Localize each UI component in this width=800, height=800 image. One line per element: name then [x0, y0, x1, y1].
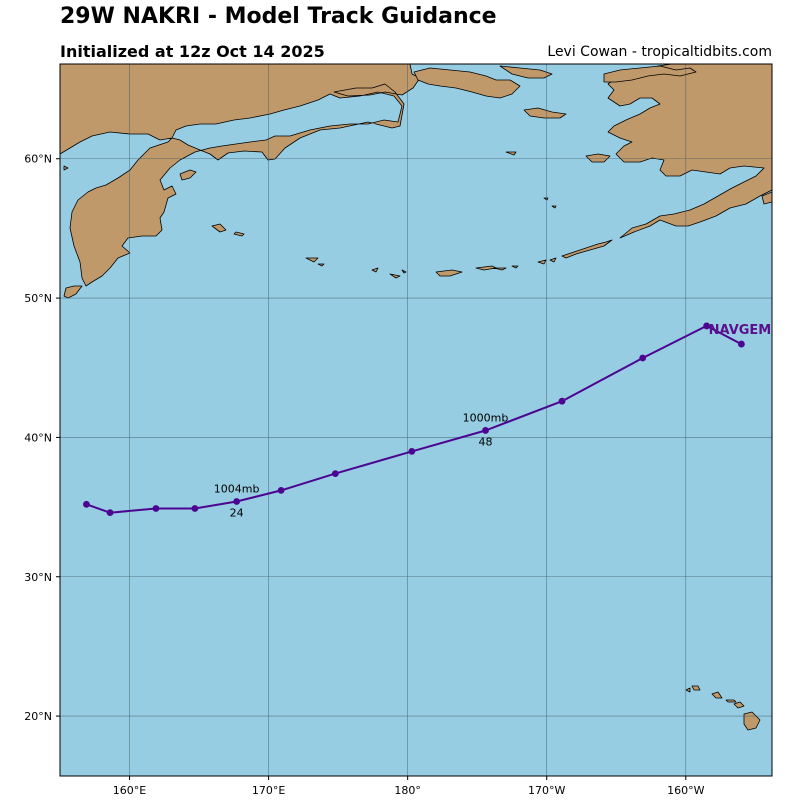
track-point [558, 397, 566, 405]
track-point [408, 447, 416, 455]
model-name-label: NAVGEM [709, 323, 772, 338]
map-gridlines [60, 64, 772, 776]
forecast-hour-label: 48 [479, 435, 493, 448]
forecast-hour-label: 24 [230, 507, 244, 520]
track-point [233, 498, 241, 505]
track-point [738, 340, 745, 348]
pressure-label: 1000mb [463, 411, 509, 424]
credit-label: Levi Cowan - tropicaltidbits.com [547, 44, 772, 60]
lat-tick-label: 50°N [24, 292, 52, 305]
land-small-islands [63, 151, 517, 299]
track-point [83, 500, 90, 508]
lon-tick-label: 180° [394, 784, 421, 797]
track-point [277, 486, 285, 494]
land-chukotka-east2 [499, 65, 553, 79]
map-frame [59, 63, 773, 777]
init-time-subtitle: Initialized at 12z Oct 14 2025 [60, 42, 325, 61]
track-point [331, 470, 339, 478]
lat-tick-label: 60°N [24, 153, 52, 166]
land-masses [60, 64, 772, 731]
navgem-track: NAVGEM [83, 322, 772, 517]
land-kodiak [761, 191, 772, 205]
track-point [191, 505, 199, 512]
lon-tick-label: 160°W [667, 784, 704, 797]
land-st-lawrence [523, 107, 567, 119]
track-point [106, 509, 114, 517]
lon-tick-label: 160°E [113, 784, 146, 797]
land-commander-islands [211, 223, 245, 237]
lat-tick-label: 20°N [24, 710, 52, 723]
land-seward [603, 65, 697, 83]
ocean-background [60, 64, 772, 776]
lon-tick-label: 170°W [528, 784, 565, 797]
lat-tick-label: 40°N [24, 431, 52, 444]
track-annotations: 1004mb 24 1000mb 48 [214, 411, 509, 519]
land-karaginsky [179, 169, 197, 181]
lon-tick-label: 170°E [252, 784, 285, 797]
land-aleutians [305, 239, 613, 279]
land-chukotka [60, 64, 421, 287]
lat-tick-label: 30°N [24, 571, 52, 584]
land-pribilof [543, 197, 557, 209]
track-point [482, 427, 489, 434]
chart-title: 29W NAKRI - Model Track Guidance [60, 4, 497, 29]
track-point [639, 354, 647, 362]
axis-ticks: 160°E 170°E 180° 170°W 160°W 20°N 30°N 40°N 50°N… [24, 153, 704, 797]
land-alaska [607, 64, 772, 239]
land-hawaii [685, 685, 761, 731]
land-chukotka-east [413, 67, 521, 99]
pressure-label: 1004mb [214, 483, 260, 496]
track-point [703, 322, 711, 330]
track-point [152, 505, 160, 512]
